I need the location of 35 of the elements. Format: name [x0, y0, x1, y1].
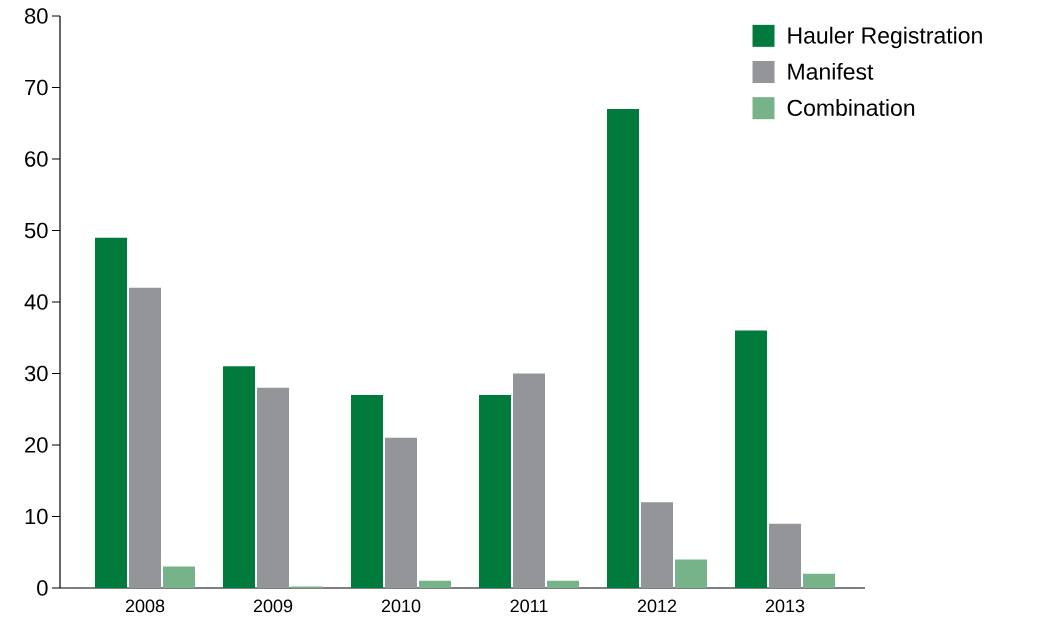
y-tick-label: 20 [25, 437, 48, 453]
bar [385, 437, 417, 588]
legend-label: Hauler Registration [788, 26, 982, 49]
y-tick-label: 0 [37, 580, 48, 596]
x-tick-label: 2009 [253, 599, 293, 613]
bar [257, 387, 289, 588]
x-tick-label: 2013 [765, 599, 805, 613]
x-tick-label: 2012 [637, 599, 677, 613]
bar [351, 394, 383, 588]
bar [735, 330, 768, 588]
bar [547, 580, 579, 588]
bar [803, 573, 836, 588]
y-tick-label: 50 [24, 222, 48, 239]
bar [419, 580, 451, 588]
y-tick-label: 10 [25, 508, 48, 525]
bar [675, 559, 708, 588]
bar [513, 373, 546, 588]
x-tick-label: 2010 [381, 599, 421, 613]
x-tick-label: 2008 [125, 599, 165, 613]
bar [769, 523, 801, 588]
y-tick-label: 40 [24, 294, 48, 310]
y-tick-label: 70 [25, 79, 48, 96]
x-tick-label: 2011 [510, 599, 548, 613]
bar [607, 108, 639, 588]
y-tick-label: 80 [24, 8, 48, 24]
legend-label: Combination [787, 99, 915, 116]
y-tick-label: 30 [24, 365, 48, 382]
bar [129, 287, 161, 588]
legend-label: Manifest [788, 62, 874, 80]
bar [163, 566, 195, 588]
bar [95, 237, 127, 588]
bar [641, 502, 673, 588]
bar [223, 366, 255, 588]
bar [479, 394, 511, 588]
y-tick-label: 60 [25, 151, 48, 167]
